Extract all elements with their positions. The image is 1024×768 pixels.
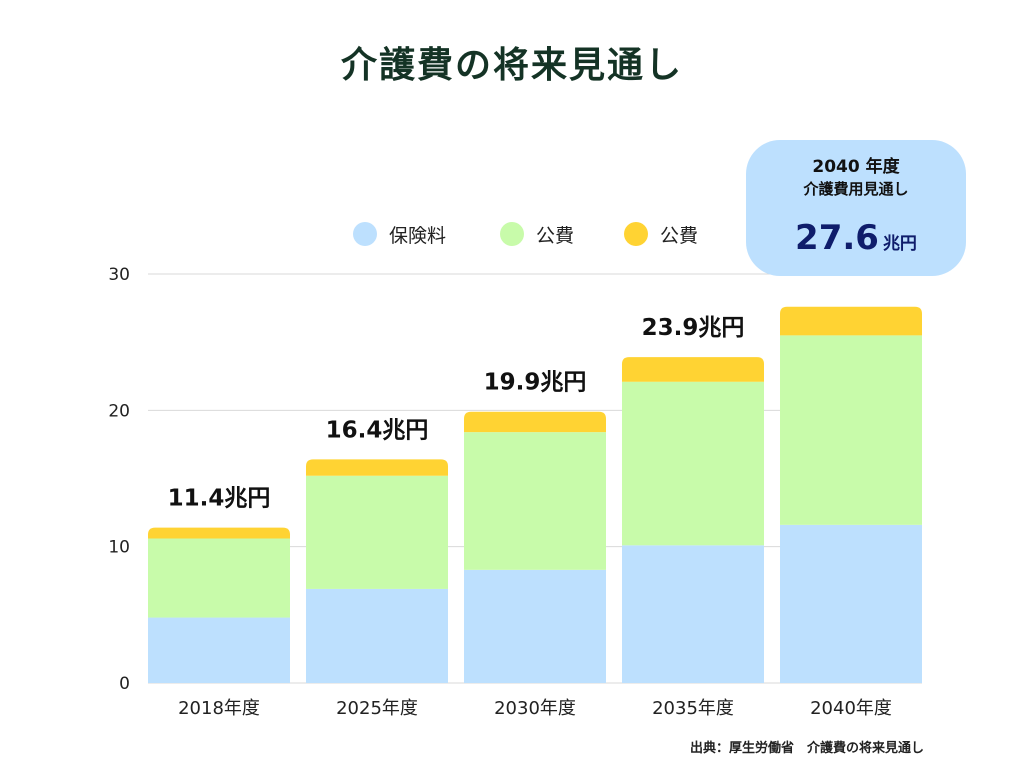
x-tick-label-0: 2018年度 [178, 698, 260, 719]
total-label-3: 23.9兆円 [642, 315, 745, 341]
total-label-1: 16.4兆円 [326, 417, 429, 443]
legend-label-insurance: 保険料 [389, 224, 447, 247]
bar-public-yellow-3 [622, 357, 764, 382]
legend-label-public-green: 公費 [536, 224, 575, 247]
x-tick-label-2: 2030年度 [494, 698, 576, 719]
bar-public-green-4 [780, 335, 922, 525]
y-tick-label-20: 20 [108, 401, 130, 421]
bar-public-yellow-2 [464, 411, 606, 433]
legend-item-insurance: 保険料 [353, 221, 446, 247]
legend-item-public-yellow: 公費 [624, 221, 698, 247]
bar-insurance-0 [148, 617, 290, 683]
forecast-callout: 2040 年度 介護費用見通し 27.6 兆円 [746, 140, 966, 276]
bar-insurance-3 [622, 545, 764, 683]
bar-insurance-4 [780, 524, 922, 683]
x-tick-label-1: 2025年度 [336, 698, 418, 719]
x-tick-label-3: 2035年度 [652, 698, 734, 719]
x-tick-label-4: 2040年度 [810, 698, 892, 719]
total-label-0: 11.4兆円 [168, 486, 271, 512]
legend-label-public-yellow: 公費 [660, 224, 699, 247]
bar-public-yellow-0 [148, 527, 290, 539]
bar-public-yellow-4 [780, 306, 922, 336]
callout-value: 27.6 [795, 218, 879, 258]
y-tick-label-10: 10 [108, 538, 130, 558]
callout-year: 2040 年度 [812, 157, 900, 177]
callout-caption: 介護費用見通し [803, 180, 909, 198]
legend-item-public-green: 公費 [500, 221, 574, 247]
y-tick-label-0: 0 [119, 674, 130, 694]
legend-swatch-public-yellow [624, 222, 648, 246]
legend-swatch-insurance [353, 222, 377, 246]
chart-title: 介護費の将来見通し [340, 45, 683, 86]
bar-public-green-3 [622, 381, 764, 546]
bar-public-green-2 [464, 432, 606, 570]
bar-insurance-1 [306, 588, 448, 683]
bar-public-green-0 [148, 538, 290, 618]
bar-public-yellow-1 [306, 459, 448, 476]
callout-value-row: 27.6 兆円 [746, 218, 966, 258]
callout-unit: 兆円 [882, 234, 917, 254]
total-label-2: 19.9兆円 [484, 370, 587, 396]
legend-swatch-public-green [500, 222, 524, 246]
source-note: 出典：厚生労働省 介護費の将来見通し [689, 741, 924, 756]
y-tick-label-30: 30 [108, 265, 130, 285]
bar-public-green-1 [306, 475, 448, 589]
bar-insurance-2 [464, 569, 606, 683]
